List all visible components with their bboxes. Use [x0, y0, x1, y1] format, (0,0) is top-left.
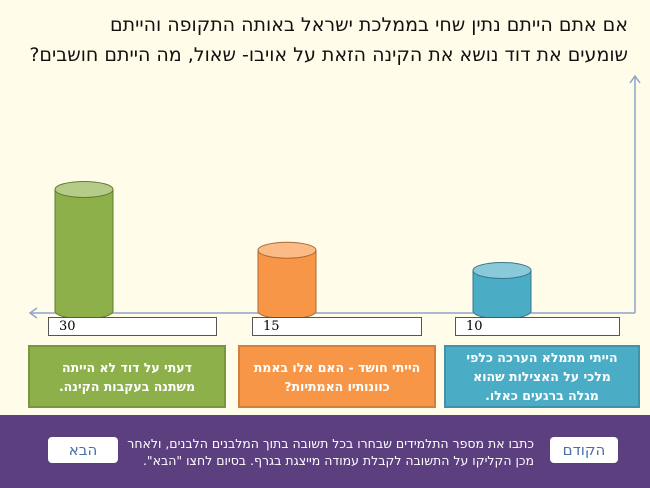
cylinder-body [55, 189, 113, 311]
cylinder-body [258, 250, 316, 311]
prev-button[interactable]: הקודם [550, 437, 618, 463]
next-button[interactable]: הבא [48, 437, 118, 463]
answer-box[interactable]: הייתי מתמלא הערכה כלפי מלכי על האצילות ש… [444, 345, 640, 408]
value-input[interactable]: 10 [455, 317, 620, 336]
x-arrow [28, 307, 38, 319]
answer-box[interactable]: דעתי על דוד לא הייתה משתנה בעקבות הקינה. [28, 345, 226, 408]
cylinder-top [257, 241, 317, 259]
footer-bar: הבא כתבו את מספר התלמידים שבחרו בכל תשוב… [0, 415, 650, 488]
value-input[interactable]: 30 [48, 317, 217, 336]
question-line: אם אתם הייתם נתין שחי בממלכת ישראל באותה… [110, 14, 628, 36]
value-input[interactable]: 15 [252, 317, 422, 336]
answer-box[interactable]: הייתי חושד - האם אלו באמת כוונותיו האמתי… [238, 345, 436, 408]
cylinder-bar [54, 180, 114, 320]
chart [28, 74, 641, 320]
cylinder-top [54, 180, 114, 198]
axes [28, 74, 641, 319]
cylinder-bar [257, 241, 317, 320]
cylinder-top [472, 261, 532, 279]
cylinder-bar [472, 261, 532, 320]
question-line: שומעים את דוד נושא את הקינה הזאת על אויב… [29, 44, 628, 66]
instructions: כתבו את מספר התלמידים שבחרו בכל תשובה בת… [127, 436, 534, 468]
y-arrow [629, 74, 641, 84]
